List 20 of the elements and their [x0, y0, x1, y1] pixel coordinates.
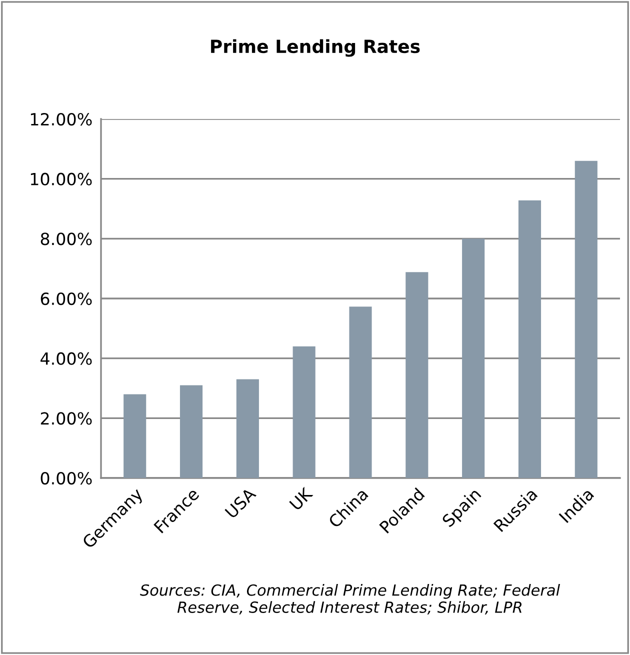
y-tick-label: 10.00%: [30, 172, 92, 186]
source-note: Sources: CIA, Commercial Prime Lending Rate; Federal Reserve, Selected Interest Rates; Shibor, LPR: [140, 584, 560, 615]
y-tick-label: 12.00%: [30, 112, 92, 126]
bar: [124, 394, 146, 478]
chart-title: Prime Lending Rates: [211, 39, 420, 57]
bar: [518, 200, 542, 478]
bar: [406, 272, 428, 478]
bar: [349, 306, 372, 478]
y-tick-label: 2.00%: [40, 412, 92, 425]
y-tick-label: 4.00%: [40, 352, 92, 365]
y-tick-label: 0.00%: [40, 472, 92, 485]
bar: [236, 379, 259, 478]
y-tick-label: 6.00%: [40, 292, 92, 306]
bar: [574, 160, 598, 478]
bar: [180, 385, 203, 478]
x-tick-label: UK: [289, 486, 314, 511]
bar: [292, 346, 316, 478]
y-tick-label: 8.00%: [40, 232, 92, 246]
x-tick-label: USA: [224, 486, 257, 519]
bar: [462, 238, 485, 478]
